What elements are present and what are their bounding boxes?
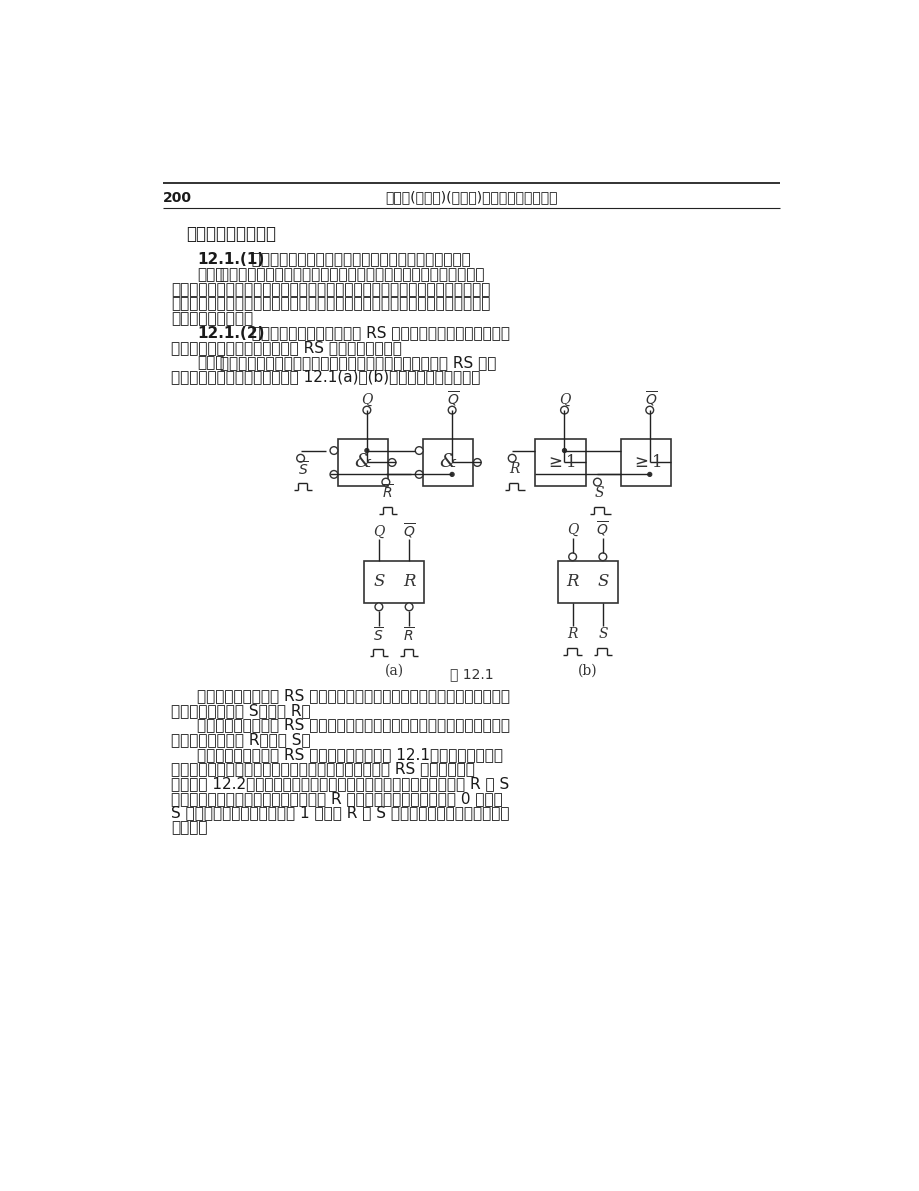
- Text: S: S: [373, 573, 384, 591]
- Text: $\overline{Q}$: $\overline{Q}$: [596, 520, 608, 540]
- Text: R: R: [567, 626, 577, 641]
- Text: 【答】: 【答】: [197, 267, 224, 282]
- Text: $\overline{Q}$: $\overline{Q}$: [447, 389, 460, 409]
- Circle shape: [473, 459, 481, 467]
- Text: $\overline{R}$: $\overline{R}$: [403, 626, 414, 644]
- Bar: [363, 561, 424, 603]
- Circle shape: [598, 553, 606, 561]
- Text: $\overline{R}$: $\overline{R}$: [382, 484, 393, 503]
- Bar: [535, 438, 585, 486]
- Circle shape: [560, 406, 568, 414]
- Text: $\geq$1: $\geq$1: [630, 454, 661, 470]
- Bar: [337, 438, 388, 486]
- Text: 试分析由或非门组成的基本 RS 触发器的逻辑功能，列出其真: 试分析由或非门组成的基本 RS 触发器的逻辑功能，列出其真: [242, 325, 509, 341]
- Text: 辑功能，分四种输入情况可以求得由或非门组成的基本 RS 触发器的真値: 辑功能，分四种输入情况可以求得由或非门组成的基本 RS 触发器的真値: [171, 761, 474, 777]
- Bar: [557, 561, 618, 603]
- Circle shape: [562, 449, 566, 453]
- Text: Q: Q: [373, 524, 384, 538]
- Circle shape: [449, 473, 454, 476]
- Text: (a): (a): [384, 663, 403, 678]
- Circle shape: [388, 459, 395, 467]
- Text: 为便于比较，今将由与非门组成的和由或非门组成的基本 RS 触发: 为便于比较，今将由与非门组成的和由或非门组成的基本 RS 触发: [214, 355, 495, 370]
- Text: 态不定。: 态不定。: [171, 819, 207, 835]
- Text: 由与非门组成的基本 RS 触发器的真値表见表 12.1。根据或非门的逻: 由与非门组成的基本 RS 触发器的真値表见表 12.1。根据或非门的逻: [197, 747, 503, 762]
- Text: $\geq$1: $\geq$1: [545, 454, 575, 470]
- Text: R: R: [403, 573, 414, 591]
- Circle shape: [508, 455, 516, 462]
- Circle shape: [365, 449, 369, 453]
- Text: 表，见表 12.2。它们貌似不同，但实际上逻辑功能相同，它们都是在 R 和 S: 表，见表 12.2。它们貌似不同，但实际上逻辑功能相同，它们都是在 R 和 S: [171, 777, 508, 791]
- Text: 器的电路和逻辑符号分别画在图 12.1(a)、(b)中。它们有以下不同：: 器的电路和逻辑符号分别画在图 12.1(a)、(b)中。它们有以下不同：: [171, 369, 480, 385]
- Text: S: S: [595, 486, 604, 500]
- Circle shape: [645, 406, 652, 414]
- Text: $\overline{Q}$: $\overline{Q}$: [403, 522, 415, 541]
- Circle shape: [381, 479, 390, 486]
- Circle shape: [414, 470, 423, 479]
- Circle shape: [330, 447, 337, 455]
- Text: 为什么说门电路没有记忆功能，而触发器有记忆功能？: 为什么说门电路没有记忆功能，而触发器有记忆功能？: [242, 252, 470, 268]
- Text: 图 12.1: 图 12.1: [449, 667, 493, 681]
- Circle shape: [375, 603, 382, 611]
- Text: 电工学(少学时)(第四版)学习辅导与习题解答: 电工学(少学时)(第四版)学习辅导与习题解答: [385, 191, 557, 205]
- Circle shape: [330, 470, 337, 479]
- Bar: [620, 438, 670, 486]
- Text: S 端有信号输入时，触发器为 1 态；在 R 和 S 端都有信号输入时，触发器状: S 端有信号输入时，触发器为 1 态；在 R 和 S 端都有信号输入时，触发器状: [171, 805, 509, 821]
- Text: 由于门电路的输出电平的高低仅取决于当时的输入，与以前的输出: 由于门电路的输出电平的高低仅取决于当时的输入，与以前的输出: [214, 267, 483, 282]
- Text: 12.1.(1): 12.1.(1): [197, 252, 264, 268]
- Text: R: R: [566, 573, 578, 591]
- Circle shape: [647, 473, 651, 476]
- Text: 由或非门组成的基本 RS 触发器，输入信号为高电平有效，逻辑符号的输入: 由或非门组成的基本 RS 触发器，输入信号为高电平有效，逻辑符号的输入: [197, 717, 510, 732]
- Text: 由与非门组成的基本 RS 触发器，输入信号为低电平有效，逻辑符号的输入: 由与非门组成的基本 RS 触发器，输入信号为低电平有效，逻辑符号的输入: [197, 688, 510, 703]
- Text: 端无信号输入时，触发器保持原态；在 R 端有信号输入时，触发器为 0 态；在: 端无信号输入时，触发器保持原态；在 R 端有信号输入时，触发器为 0 态；在: [171, 791, 502, 805]
- Text: 端不加小圆。左为 R，右为 S。: 端不加小圆。左为 R，右为 S。: [171, 732, 310, 747]
- Circle shape: [414, 447, 423, 455]
- Text: 的高低不仅取决于当时的输入，还与以前的输出状态有关，因而，它是一种有记: 的高低不仅取决于当时的输入，还与以前的输出状态有关，因而，它是一种有记: [171, 297, 490, 311]
- Text: 値表，并与由与非门组成的基本 RS 触发器做一比较。: 値表，并与由与非门组成的基本 RS 触发器做一比较。: [171, 341, 402, 355]
- Text: S: S: [597, 626, 607, 641]
- Text: &: &: [354, 454, 371, 472]
- Bar: [423, 438, 473, 486]
- Text: 12.1.(2): 12.1.(2): [197, 325, 265, 341]
- Text: $\overline{Q}$: $\overline{Q}$: [644, 389, 657, 409]
- Text: Q: Q: [361, 392, 372, 406]
- Text: 端加有小圆。左为 S，右为 R。: 端加有小圆。左为 S，右为 R。: [171, 703, 310, 718]
- Text: 忆功能的逻辑部件。: 忆功能的逻辑部件。: [171, 311, 253, 326]
- Circle shape: [448, 406, 456, 414]
- Text: 【答】: 【答】: [197, 355, 224, 370]
- Text: (b): (b): [577, 663, 597, 678]
- Text: Q: Q: [566, 523, 578, 537]
- Text: 200: 200: [163, 191, 192, 205]
- Text: $\overline{S}$: $\overline{S}$: [297, 460, 308, 478]
- Circle shape: [363, 406, 370, 414]
- Circle shape: [297, 455, 304, 462]
- Text: R: R: [509, 462, 519, 476]
- Circle shape: [568, 553, 576, 561]
- Text: S: S: [596, 573, 607, 591]
- Circle shape: [593, 479, 601, 486]
- Text: &: &: [439, 454, 457, 472]
- Text: Q: Q: [558, 392, 570, 406]
- Text: 状态无关，所以说是一种无记忆功能的逻辑部件。而触发器则不同，其输出电平: 状态无关，所以说是一种无记忆功能的逻辑部件。而触发器则不同，其输出电平: [171, 282, 490, 297]
- Text: 三、分析与思考解答: 三、分析与思考解答: [186, 225, 276, 243]
- Text: $\overline{S}$: $\overline{S}$: [373, 626, 384, 644]
- Circle shape: [404, 603, 413, 611]
